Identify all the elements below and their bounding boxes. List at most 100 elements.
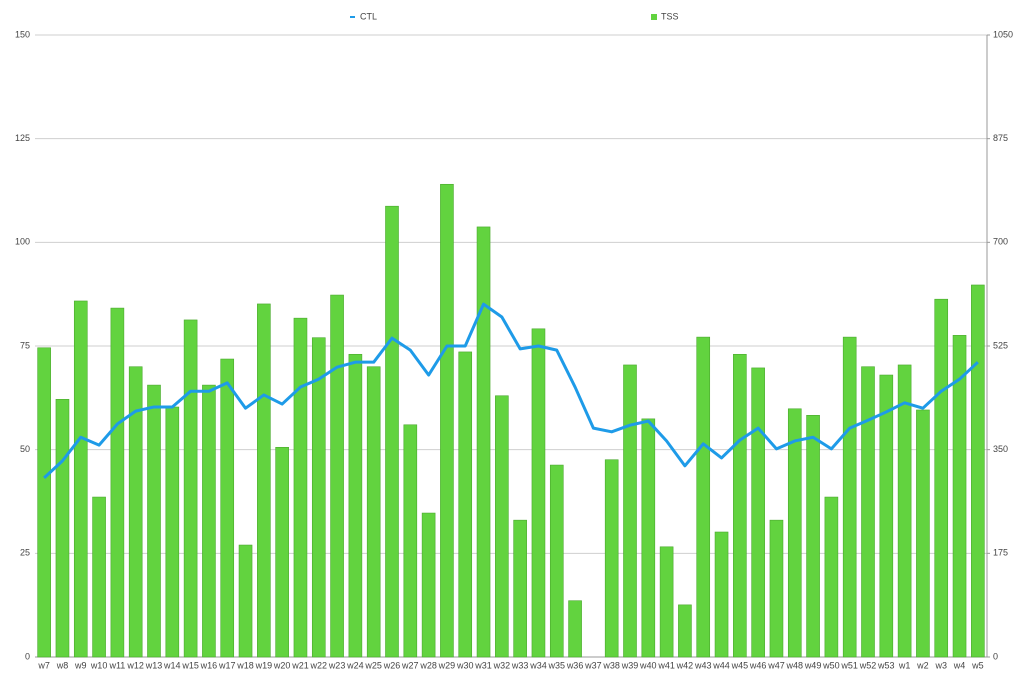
bar xyxy=(311,337,326,658)
bar xyxy=(604,459,619,658)
bar xyxy=(165,406,180,658)
bar xyxy=(348,353,363,658)
x-tick-label: w29 xyxy=(438,660,456,670)
bar xyxy=(238,544,253,658)
bar xyxy=(385,205,399,658)
y2-tick-label: 175 xyxy=(993,548,1008,558)
bar xyxy=(202,384,216,658)
bar xyxy=(549,464,564,658)
x-tick-label: w19 xyxy=(255,660,273,670)
bar xyxy=(330,294,344,658)
x-tick-label: w42 xyxy=(676,660,694,670)
y-tick-label: 125 xyxy=(15,133,30,143)
x-tick-label: w7 xyxy=(37,660,50,670)
bar xyxy=(293,317,308,658)
x-tick-label: w48 xyxy=(786,660,804,670)
x-tick-label: w1 xyxy=(898,660,911,670)
y2-tick-label: 875 xyxy=(993,133,1008,143)
x-tick-label: w30 xyxy=(456,660,474,670)
y-tick-label: 0 xyxy=(25,651,30,661)
x-tick-label: w25 xyxy=(364,660,382,670)
y2-tick-label: 350 xyxy=(993,444,1008,454)
y-tick-label: 25 xyxy=(20,548,30,558)
x-tick-label: w44 xyxy=(712,660,730,670)
x-tick-label: w2 xyxy=(916,660,929,670)
x-tick-label: w28 xyxy=(419,660,437,670)
x-tick-label: w26 xyxy=(383,660,401,670)
bar xyxy=(495,395,509,658)
bar xyxy=(513,519,527,658)
bar xyxy=(440,183,454,658)
bar xyxy=(861,366,875,658)
x-tick-label: w14 xyxy=(163,660,181,670)
line xyxy=(43,302,979,479)
x-tick-label: w18 xyxy=(236,660,254,670)
bar xyxy=(916,409,930,658)
bar xyxy=(421,512,436,658)
x-tick-label: w15 xyxy=(181,660,199,670)
bar xyxy=(37,347,51,658)
x-tick-label: w22 xyxy=(310,660,328,670)
bar xyxy=(568,600,582,658)
y-tick-label: 75 xyxy=(20,340,30,350)
y2-tick-label: 0 xyxy=(993,651,998,661)
x-tick-label: w41 xyxy=(657,660,675,670)
y2-tick-label: 1050 xyxy=(993,29,1013,39)
bar xyxy=(476,226,491,658)
bar xyxy=(806,415,820,658)
y-tick-label: 100 xyxy=(15,237,30,247)
x-tick-label: w31 xyxy=(474,660,492,670)
bar xyxy=(623,364,637,658)
x-tick-label: w9 xyxy=(74,660,87,670)
x-tick-label: w17 xyxy=(218,660,236,670)
bar xyxy=(257,303,271,658)
bar xyxy=(842,336,857,658)
bar xyxy=(824,496,839,658)
x-tick-label: w49 xyxy=(804,660,822,670)
x-tick-label: w40 xyxy=(639,660,657,670)
bar xyxy=(220,358,235,658)
bar xyxy=(952,335,967,658)
bar xyxy=(55,399,70,658)
bar xyxy=(641,418,656,658)
x-tick-label: w16 xyxy=(200,660,218,670)
x-tick-label: w46 xyxy=(749,660,767,670)
x-tick-label: w36 xyxy=(566,660,584,670)
bar xyxy=(275,446,289,658)
x-tick-label: w43 xyxy=(694,660,712,670)
bar xyxy=(458,351,473,658)
bar xyxy=(971,284,985,658)
y-tick-label: 50 xyxy=(20,444,30,454)
bar xyxy=(678,604,692,658)
bar xyxy=(659,546,674,658)
x-tick-label: w50 xyxy=(822,660,840,670)
x-tick-label: w35 xyxy=(548,660,566,670)
bar xyxy=(92,496,106,658)
x-tick-label: w51 xyxy=(840,660,858,670)
y-tick-label: 150 xyxy=(15,29,30,39)
y2-tick-label: 525 xyxy=(993,340,1008,350)
x-tick-label: w3 xyxy=(934,660,947,670)
x-tick-label: w53 xyxy=(877,660,895,670)
x-tick-label: w27 xyxy=(401,660,419,670)
x-tick-label: w39 xyxy=(621,660,639,670)
bar xyxy=(73,300,88,658)
x-tick-label: w20 xyxy=(273,660,291,670)
legend-label: TSS xyxy=(661,11,679,21)
x-tick-label: w24 xyxy=(346,660,364,670)
bar xyxy=(769,519,784,658)
bar xyxy=(366,366,381,658)
bar xyxy=(733,353,747,658)
bar xyxy=(147,384,161,658)
bar xyxy=(897,364,912,658)
x-tick-label: w10 xyxy=(90,660,108,670)
x-tick-label: w21 xyxy=(291,660,309,670)
bar xyxy=(128,366,143,658)
x-tick-label: w34 xyxy=(529,660,547,670)
x-tick-label: w8 xyxy=(56,660,69,670)
bar xyxy=(696,336,711,658)
x-tick-label: w5 xyxy=(971,660,984,670)
bar xyxy=(183,319,198,658)
bar xyxy=(787,408,802,658)
